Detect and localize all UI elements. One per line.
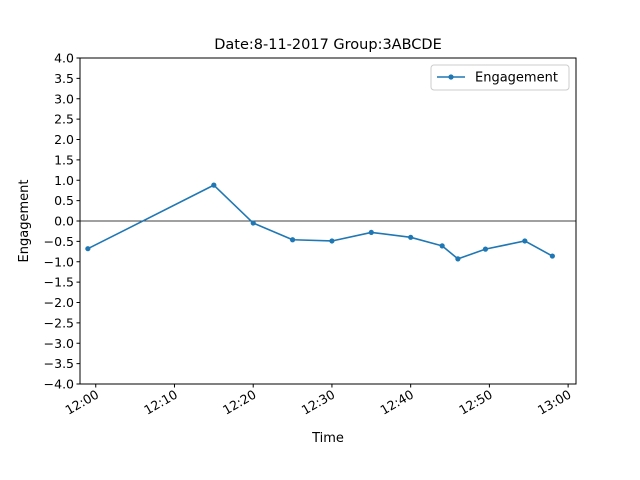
chart-title: Date:8-11-2017 Group:3ABCDE [214, 37, 442, 53]
x-axis-label: Time [311, 431, 344, 446]
y-tick-label: 1.5 [54, 152, 74, 167]
y-tick-label: 2.0 [54, 132, 74, 147]
y-tick-label: 4.0 [54, 51, 74, 66]
plot-frame [79, 57, 577, 385]
y-tick-label: 3.0 [54, 91, 74, 106]
y-tick-label: −2.5 [44, 315, 74, 330]
data-point [289, 237, 296, 243]
y-tick-label: 1.0 [54, 173, 74, 188]
data-point [549, 253, 555, 259]
data-point [439, 243, 445, 249]
data-point [329, 238, 335, 244]
y-axis-label: Engagement [17, 180, 32, 263]
y-tick-label: −1.5 [44, 275, 74, 290]
y-tick-label: 2.5 [54, 112, 74, 127]
legend-label-engagement: Engagement [475, 71, 558, 86]
y-tick-label: 3.5 [54, 71, 74, 86]
data-point [408, 234, 414, 240]
y-tick-label: −2.0 [44, 295, 74, 310]
data-point [211, 182, 217, 188]
data-point [368, 229, 374, 236]
data-point [85, 246, 91, 252]
y-axis-ticks: 4.0 3.5 3.0 2.5 2.0 1.5 1.0 0.5 0.0 −0.5 −1.0 −1.5 −… [44, 51, 80, 392]
data-point [522, 238, 528, 244]
y-tick-label: −3.0 [44, 336, 74, 351]
legend: Engagement [430, 64, 570, 91]
y-tick-label: −3.5 [44, 356, 74, 371]
series-engagement [85, 182, 555, 262]
data-point [250, 220, 256, 226]
data-point [482, 246, 489, 252]
legend-box [430, 64, 570, 91]
y-tick-label: 0.5 [54, 193, 74, 208]
y-tick-label: 0.0 [54, 214, 74, 229]
legend-marker [448, 74, 454, 80]
data-point [455, 256, 461, 262]
y-tick-label: −1.0 [44, 254, 74, 269]
y-tick-label: −4.0 [44, 377, 74, 392]
y-tick-label: −0.5 [44, 234, 74, 249]
series-line [87, 184, 553, 260]
